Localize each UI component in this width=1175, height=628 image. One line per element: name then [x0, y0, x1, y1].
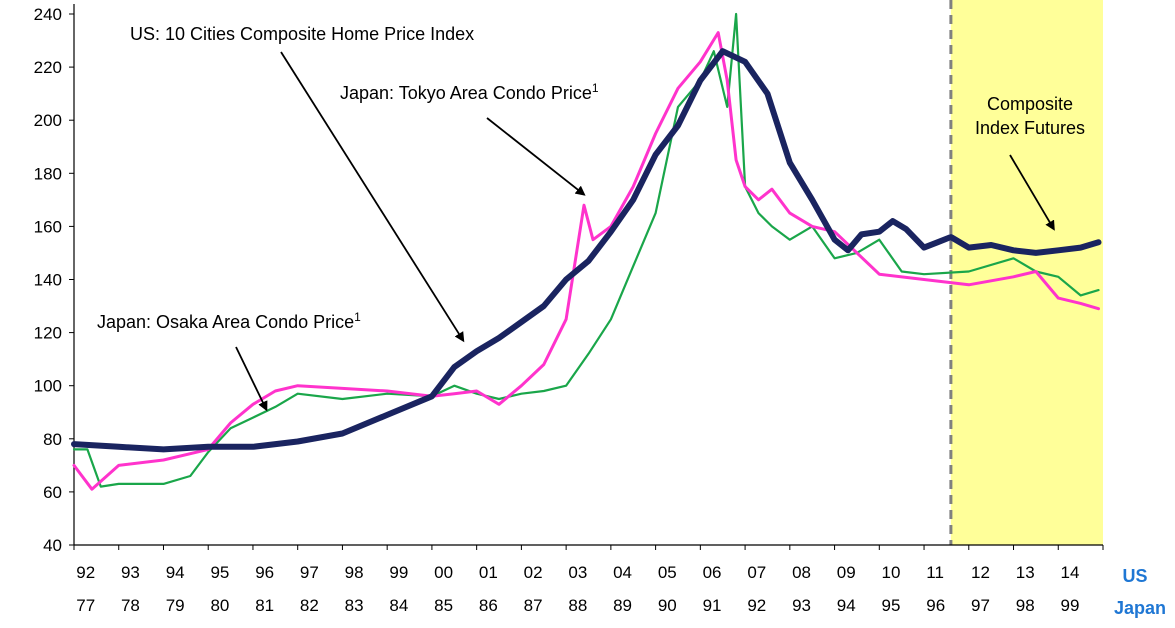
x-tick-label-japan: 90	[658, 596, 677, 615]
x-tick-label-us: 04	[613, 563, 632, 582]
x-tick-label-japan: 88	[568, 596, 587, 615]
y-tick-label: 200	[34, 111, 62, 130]
x-tick-label-japan: 79	[166, 596, 185, 615]
annotation-tokyo-footnote: 1	[592, 81, 599, 95]
x-tick-label-us: 98	[345, 563, 364, 582]
x-tick-label-us: 03	[568, 563, 587, 582]
x-tick-label-us: 92	[76, 563, 95, 582]
annotation-arrow-us	[280, 51, 465, 343]
x-tick-label-japan: 92	[747, 596, 766, 615]
y-tick-label: 120	[34, 324, 62, 343]
x-tick-label-us: 07	[747, 563, 766, 582]
x-tick-label-us: 93	[121, 563, 140, 582]
annotation-arrow-futures	[1009, 154, 1055, 231]
annotation-layer: US: 10 Cities Composite Home Price Index…	[97, 24, 1085, 412]
x-tick-label-japan: 77	[76, 596, 95, 615]
x-tick-label-japan: 81	[255, 596, 274, 615]
x-tick-label-us: 94	[166, 563, 185, 582]
x-tick-label-japan: 95	[882, 596, 901, 615]
annotation-arrow-osaka	[235, 346, 268, 412]
series-line-osaka	[72, 12, 1100, 488]
series-line-tokyo	[72, 31, 1100, 491]
y-tick-label: 140	[34, 271, 62, 290]
x-tick-label-us: 10	[882, 563, 901, 582]
x-tick-label-japan: 94	[837, 596, 856, 615]
x-tick-label-japan: 78	[121, 596, 140, 615]
y-tick-label: 100	[34, 377, 62, 396]
y-tick-label: 40	[43, 536, 62, 555]
x-tick-label-japan: 86	[479, 596, 498, 615]
x-tick-label-us: 02	[524, 563, 543, 582]
x-tick-label-japan: 84	[389, 596, 408, 615]
x-tick-label-us: 01	[479, 563, 498, 582]
x-tick-label-us: 05	[658, 563, 677, 582]
x-tick-label-japan: 98	[1016, 596, 1035, 615]
annotation-us-label: US: 10 Cities Composite Home Price Index	[130, 24, 474, 44]
x-axis-label-japan: Japan	[1114, 598, 1166, 618]
x-tick-label-us: 96	[255, 563, 274, 582]
annotation-futures-label-line2: Index Futures	[975, 118, 1085, 138]
annotation-osaka-footnote: 1	[354, 310, 361, 324]
x-tick-label-us: 95	[210, 563, 229, 582]
y-tick-label: 80	[43, 430, 62, 449]
annotation-osaka-label: Japan: Osaka Area Condo Price1	[97, 310, 361, 332]
y-tick-label: 160	[34, 217, 62, 236]
annotation-futures-label-line1: Composite	[987, 94, 1073, 114]
x-tick-label-japan: 96	[926, 596, 945, 615]
x-tick-label-japan: 99	[1060, 596, 1079, 615]
x-tick-label-us: 09	[837, 563, 856, 582]
x-tick-label-us: 14	[1060, 563, 1079, 582]
x-tick-label-japan: 82	[300, 596, 319, 615]
annotation-tokyo-label: Japan: Tokyo Area Condo Price1	[340, 81, 599, 103]
x-tick-label-us: 13	[1016, 563, 1035, 582]
y-tick-label: 220	[34, 58, 62, 77]
x-tick-label-us: 06	[703, 563, 722, 582]
x-tick-label-japan: 87	[524, 596, 543, 615]
x-tick-label-us: 12	[971, 563, 990, 582]
y-tick-label: 240	[34, 5, 62, 24]
series-line-us	[71, 48, 1102, 453]
x-tick-label-us: 11	[926, 563, 944, 582]
x-tick-label-us: 99	[389, 563, 408, 582]
x-tick-label-us: 08	[792, 563, 811, 582]
x-tick-label-japan: 91	[703, 596, 722, 615]
series-layer	[71, 12, 1102, 491]
x-axis-label-us: US	[1122, 566, 1147, 586]
annotation-arrow-tokyo	[486, 117, 586, 196]
x-tick-label-us: 97	[300, 563, 319, 582]
x-tick-label-us: 00	[434, 563, 453, 582]
x-tick-label-japan: 85	[434, 596, 453, 615]
x-tick-label-japan: 97	[971, 596, 990, 615]
y-tick-label: 60	[43, 483, 62, 502]
x-tick-label-japan: 80	[210, 596, 229, 615]
x-tick-label-japan: 83	[345, 596, 364, 615]
x-tick-label-japan: 93	[792, 596, 811, 615]
x-tick-label-japan: 89	[613, 596, 632, 615]
y-tick-label: 180	[34, 164, 62, 183]
